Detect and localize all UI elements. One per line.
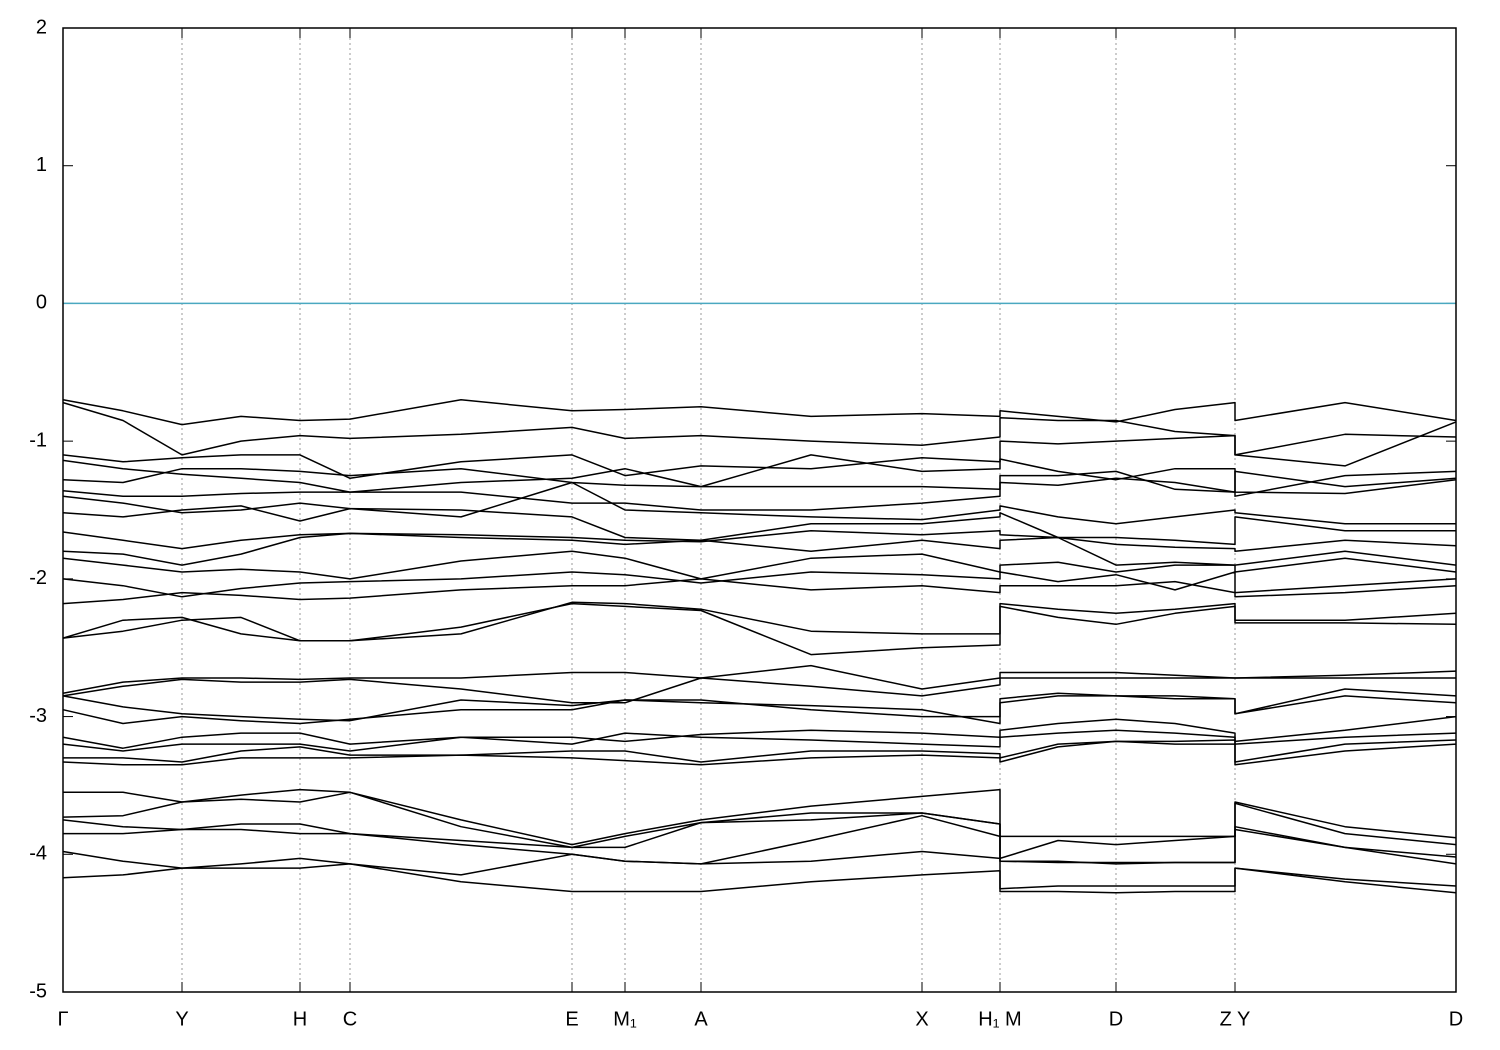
band-line [62, 532, 1457, 566]
x-tick-label: M₁ [613, 1008, 637, 1030]
y-tick-label: 2 [36, 16, 47, 38]
band-line [62, 812, 1457, 865]
band-line [62, 602, 1457, 656]
band-line [62, 399, 1457, 426]
band-line [62, 601, 1457, 642]
y-tick-label: -2 [29, 567, 47, 589]
band-line [62, 688, 1457, 725]
x-tick-label: Z Y [1220, 1008, 1251, 1030]
x-tick-label: E [565, 1008, 578, 1030]
band-line [63, 788, 1457, 846]
band-line [62, 695, 1457, 725]
band-line [62, 740, 1457, 766]
x-tick-label: Y [175, 1008, 188, 1030]
band-line [62, 850, 1457, 890]
y-tick-label: -3 [29, 705, 47, 727]
band-line [62, 571, 1457, 598]
band-line [62, 729, 1457, 752]
band-line [62, 477, 1457, 511]
x-tick-label: A [694, 1008, 708, 1030]
band-line [62, 715, 1457, 749]
x-tick-label: H₁ M [978, 1008, 1021, 1030]
y-tick-label: -4 [29, 843, 47, 865]
band-line [62, 401, 1457, 456]
plot-frame [62, 27, 1457, 993]
band-line [63, 814, 1457, 865]
band-line [62, 454, 1457, 497]
band-line [62, 529, 1457, 553]
band-line [62, 421, 1457, 480]
y-tick-label: 0 [36, 292, 47, 314]
band-line [63, 739, 1457, 763]
x-tick-label: H [293, 1008, 307, 1030]
band-line [62, 505, 1456, 546]
x-tick-label: X [915, 1008, 928, 1030]
band-line [62, 550, 1457, 580]
x-tick-label: D [1109, 1008, 1123, 1030]
band-line [62, 677, 1456, 704]
band-line [62, 863, 1457, 894]
x-tick-label: D [1449, 1008, 1463, 1030]
band-line [62, 664, 1457, 694]
band-line [62, 467, 1457, 493]
y-tick-label: -1 [29, 429, 47, 451]
x-tick-label: C [343, 1008, 357, 1030]
x-tick-label: Γ [57, 1008, 68, 1030]
y-tick-label: 1 [36, 154, 47, 176]
band-line [62, 791, 1457, 860]
y-tick-label: -5 [29, 980, 47, 1002]
band-line [62, 578, 1457, 605]
band-line [62, 481, 1456, 525]
